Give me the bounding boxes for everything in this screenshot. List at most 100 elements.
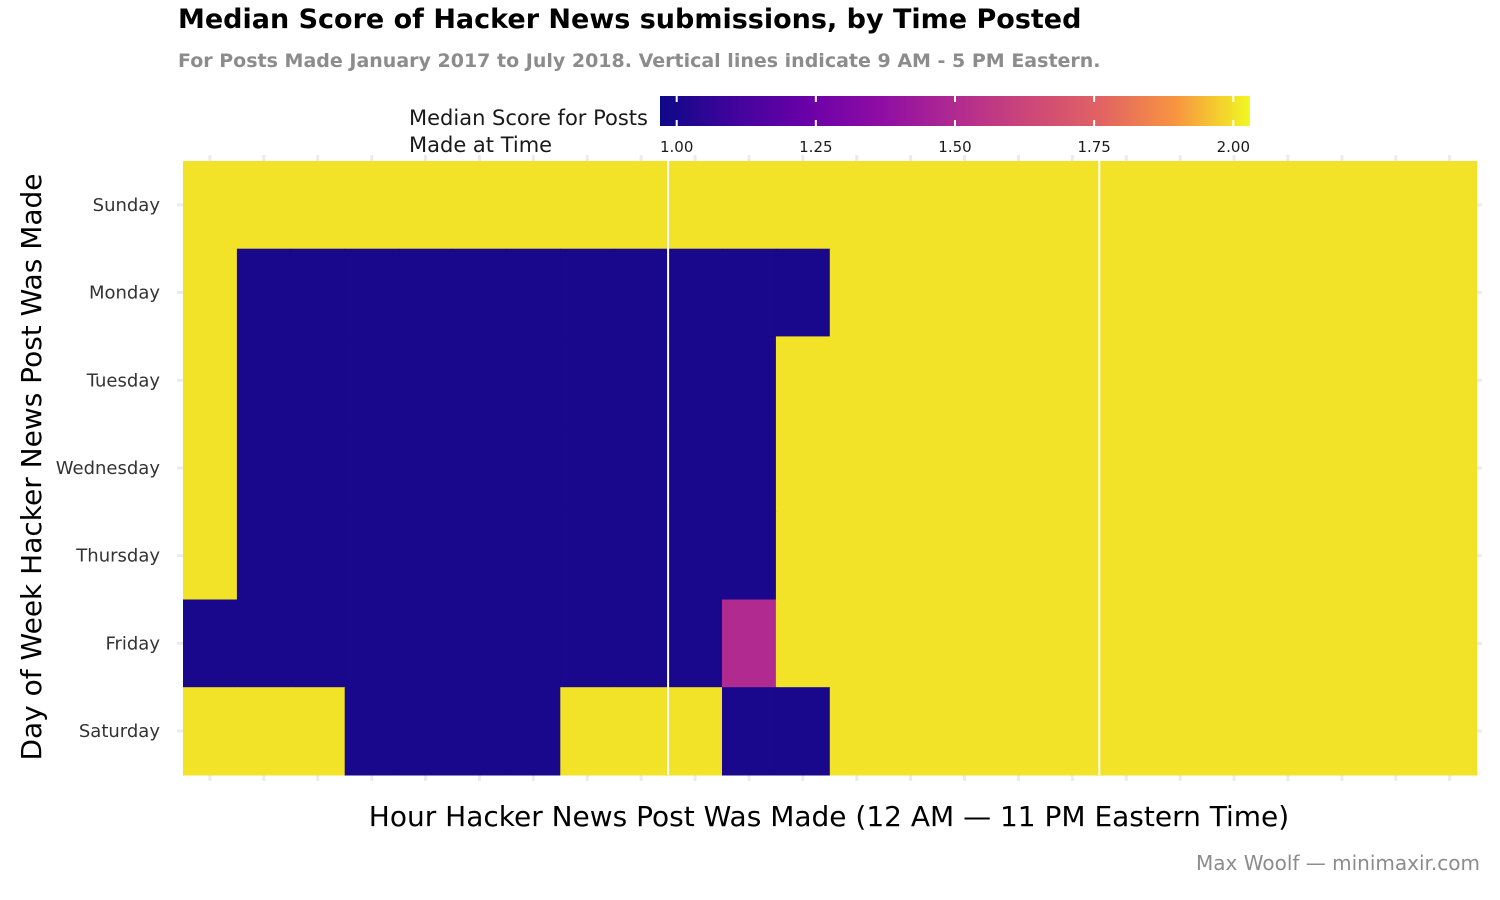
- heatmap-cell-sunday-20: [1261, 161, 1316, 250]
- heatmap-cell-friday-3: [344, 599, 400, 688]
- heatmap-cell-saturday-5: [452, 687, 507, 776]
- heatmap-cell-monday-15: [991, 248, 1046, 337]
- heatmap-cell-tuesday-5: [452, 336, 507, 425]
- heatmap-cell-sunday-23: [1422, 161, 1478, 250]
- chart-caption: Max Woolf — minimaxir.com: [1196, 851, 1480, 875]
- heatmap-cell-saturday-18: [1153, 687, 1208, 776]
- heatmap-cell-thursday-18: [1153, 511, 1208, 601]
- heatmap-cell-monday-21: [1314, 248, 1370, 337]
- heatmap-cell-saturday-7: [560, 687, 615, 776]
- heatmap-cell-thursday-2: [290, 511, 346, 601]
- heatmap-cell-thursday-12: [829, 511, 885, 601]
- y-tick-label-saturday: Saturday: [79, 721, 160, 742]
- heatmap-cell-tuesday-23: [1422, 336, 1478, 425]
- heatmap-cell-sunday-3: [344, 161, 400, 250]
- heatmap-cell-sunday-8: [614, 161, 669, 250]
- heatmap-cell-friday-4: [398, 599, 454, 688]
- heatmap-cell-friday-11: [775, 599, 831, 688]
- heatmap-cell-friday-18: [1153, 599, 1208, 688]
- heatmap-cell-friday-12: [829, 599, 885, 688]
- heatmap-cell-saturday-19: [1207, 687, 1262, 776]
- heatmap-cell-thursday-10: [722, 511, 777, 601]
- heatmap-cell-thursday-1: [236, 511, 292, 601]
- legend: Median Score for Posts Made at Time 1.00…: [409, 96, 1250, 157]
- heatmap-cell-saturday-20: [1261, 687, 1316, 776]
- heatmap-cell-thursday-4: [398, 511, 454, 601]
- heatmap-cell-saturday-9: [668, 687, 723, 776]
- heatmap-cell-saturday-0: [183, 687, 238, 776]
- heatmap-cell-monday-0: [183, 248, 238, 337]
- legend-tick-label: 1.00: [660, 138, 693, 156]
- legend-title-line-2: Made at Time: [409, 133, 552, 157]
- heatmap-cell-monday-17: [1099, 248, 1154, 337]
- heatmap-tiles: [183, 161, 1478, 776]
- y-tick-label-wednesday: Wednesday: [56, 458, 161, 479]
- heatmap-cell-tuesday-11: [775, 336, 831, 425]
- heatmap-cell-saturday-21: [1314, 687, 1370, 776]
- y-axis-labels: Sunday Monday Tuesday Wednesday Thursday Frid…: [56, 195, 161, 742]
- heatmap-cell-tuesday-2: [290, 336, 346, 425]
- heatmap-cell-monday-1: [236, 248, 292, 337]
- heatmap-cell-saturday-2: [290, 687, 346, 776]
- heatmap-cell-friday-10: [722, 599, 777, 688]
- heatmap-cell-monday-6: [506, 248, 561, 337]
- heatmap-cell-saturday-4: [398, 687, 454, 776]
- heatmap-cell-sunday-21: [1314, 161, 1370, 250]
- heatmap-cell-sunday-7: [560, 161, 615, 250]
- y-tick-label-thursday: Thursday: [75, 546, 160, 567]
- heatmap-cell-sunday-13: [883, 161, 939, 250]
- heatmap-cell-friday-0: [183, 599, 238, 688]
- heatmap-cell-thursday-16: [1045, 511, 1100, 601]
- heatmap-cell-wednesday-23: [1422, 424, 1478, 513]
- heatmap-cell-monday-4: [398, 248, 454, 337]
- heatmap-cell-wednesday-7: [560, 424, 615, 513]
- heatmap-cell-monday-7: [560, 248, 615, 337]
- heatmap-cell-sunday-17: [1099, 161, 1154, 250]
- heatmap-cell-tuesday-1: [236, 336, 292, 425]
- heatmap-cell-friday-9: [668, 599, 723, 688]
- heatmap-cell-sunday-5: [452, 161, 507, 250]
- heatmap-cell-tuesday-18: [1153, 336, 1208, 425]
- heatmap-cell-sunday-16: [1045, 161, 1100, 250]
- heatmap-cell-sunday-15: [991, 161, 1046, 250]
- heatmap-cell-sunday-18: [1153, 161, 1208, 250]
- heatmap-cell-sunday-6: [506, 161, 561, 250]
- heatmap-cell-thursday-8: [614, 511, 669, 601]
- legend-title-line-1: Median Score for Posts: [409, 106, 648, 130]
- heatmap-cell-tuesday-21: [1314, 336, 1370, 425]
- heatmap-cell-thursday-6: [506, 511, 561, 601]
- heatmap-cell-monday-11: [775, 248, 831, 337]
- heatmap-cell-thursday-14: [937, 511, 993, 601]
- heatmap-cell-monday-9: [668, 248, 723, 337]
- heatmap-cell-saturday-11: [775, 687, 831, 776]
- heatmap-cell-friday-14: [937, 599, 993, 688]
- heatmap-cell-wednesday-18: [1153, 424, 1208, 513]
- heatmap-cell-sunday-2: [290, 161, 346, 250]
- heatmap-cell-thursday-0: [183, 511, 238, 601]
- heatmap-cell-friday-20: [1261, 599, 1316, 688]
- heatmap-cell-tuesday-3: [344, 336, 400, 425]
- y-tick-label-tuesday: Tuesday: [86, 370, 161, 391]
- legend-tick-label: 1.25: [799, 138, 832, 156]
- heatmap-cell-wednesday-8: [614, 424, 669, 513]
- heatmap-cell-tuesday-9: [668, 336, 723, 425]
- heatmap-cell-monday-3: [344, 248, 400, 337]
- heatmap-cell-thursday-21: [1314, 511, 1370, 601]
- heatmap-cell-monday-2: [290, 248, 346, 337]
- heatmap-cell-tuesday-4: [398, 336, 454, 425]
- heatmap-cell-sunday-10: [722, 161, 777, 250]
- heatmap-cell-wednesday-15: [991, 424, 1046, 513]
- heatmap-cell-monday-23: [1422, 248, 1478, 337]
- heatmap-cell-wednesday-14: [937, 424, 993, 513]
- heatmap-cell-thursday-5: [452, 511, 507, 601]
- heatmap-cell-wednesday-20: [1261, 424, 1316, 513]
- heatmap-cell-friday-23: [1422, 599, 1478, 688]
- heatmap-cell-thursday-17: [1099, 511, 1154, 601]
- heatmap-cell-tuesday-22: [1368, 336, 1424, 425]
- heatmap-cell-tuesday-16: [1045, 336, 1100, 425]
- heatmap-cell-monday-20: [1261, 248, 1316, 337]
- heatmap-cell-thursday-20: [1261, 511, 1316, 601]
- heatmap-cell-wednesday-2: [290, 424, 346, 513]
- heatmap-cell-friday-19: [1207, 599, 1262, 688]
